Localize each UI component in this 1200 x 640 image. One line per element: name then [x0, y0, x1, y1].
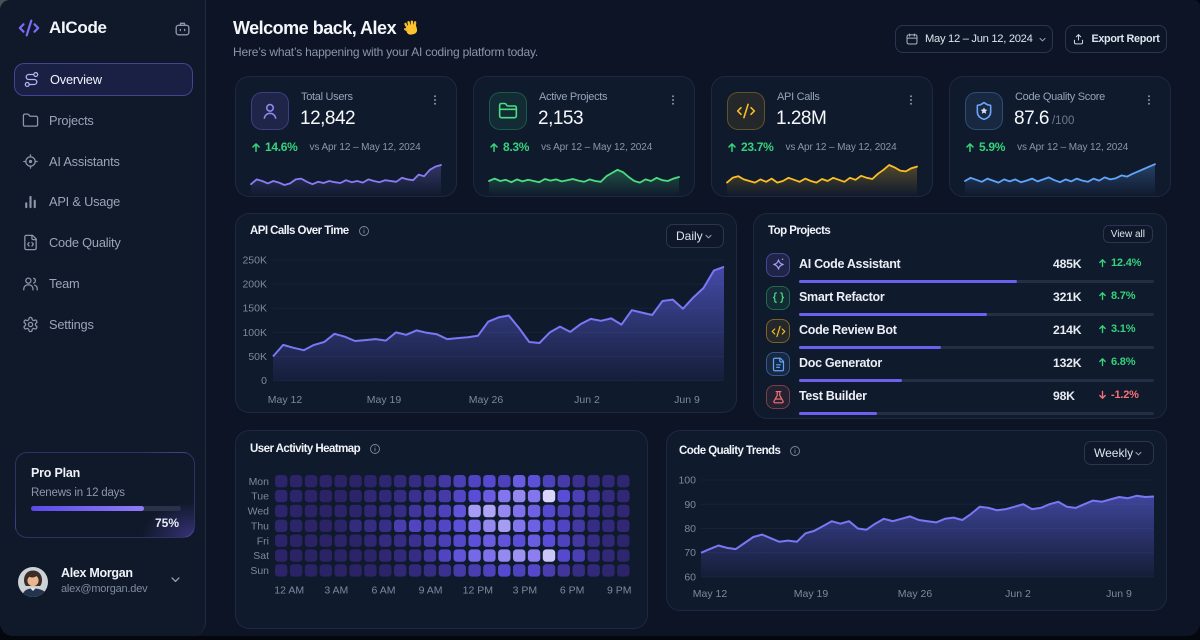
- svg-text:Jun 2: Jun 2: [1005, 588, 1031, 600]
- svg-text:90: 90: [684, 499, 696, 511]
- svg-text:Jun 2: Jun 2: [574, 394, 600, 406]
- svg-text:200K: 200K: [242, 279, 267, 291]
- svg-text:0: 0: [261, 375, 267, 387]
- svg-text:Jun 9: Jun 9: [674, 394, 700, 406]
- svg-text:Tue: Tue: [251, 491, 269, 503]
- svg-text:Thu: Thu: [251, 520, 269, 532]
- svg-text:Fri: Fri: [257, 535, 269, 547]
- svg-text:May 19: May 19: [367, 394, 402, 406]
- svg-text:May 26: May 26: [898, 588, 933, 600]
- svg-text:3 AM: 3 AM: [324, 585, 348, 597]
- svg-text:Wed: Wed: [248, 506, 270, 518]
- svg-text:May 12: May 12: [693, 588, 728, 600]
- svg-text:12 PM: 12 PM: [463, 585, 493, 597]
- svg-text:May 12: May 12: [268, 394, 303, 406]
- svg-text:150K: 150K: [242, 303, 267, 315]
- svg-text:12 AM: 12 AM: [274, 585, 304, 597]
- svg-text:May 26: May 26: [469, 394, 504, 406]
- svg-text:Mon: Mon: [249, 476, 270, 488]
- svg-text:Sat: Sat: [253, 550, 269, 562]
- svg-text:70: 70: [684, 547, 696, 559]
- svg-text:3 PM: 3 PM: [513, 585, 538, 597]
- svg-text:May 19: May 19: [794, 588, 829, 600]
- svg-text:Jun 9: Jun 9: [1106, 588, 1132, 600]
- svg-text:60: 60: [684, 572, 696, 584]
- svg-text:Sun: Sun: [250, 565, 269, 577]
- svg-text:100: 100: [678, 475, 696, 487]
- svg-text:50K: 50K: [248, 351, 267, 363]
- svg-text:9 AM: 9 AM: [419, 585, 443, 597]
- svg-text:100K: 100K: [242, 327, 267, 339]
- svg-text:6 PM: 6 PM: [560, 585, 585, 597]
- svg-text:80: 80: [684, 523, 696, 535]
- svg-text:250K: 250K: [242, 255, 267, 267]
- svg-text:6 AM: 6 AM: [372, 585, 396, 597]
- svg-text:9 PM: 9 PM: [607, 585, 632, 597]
